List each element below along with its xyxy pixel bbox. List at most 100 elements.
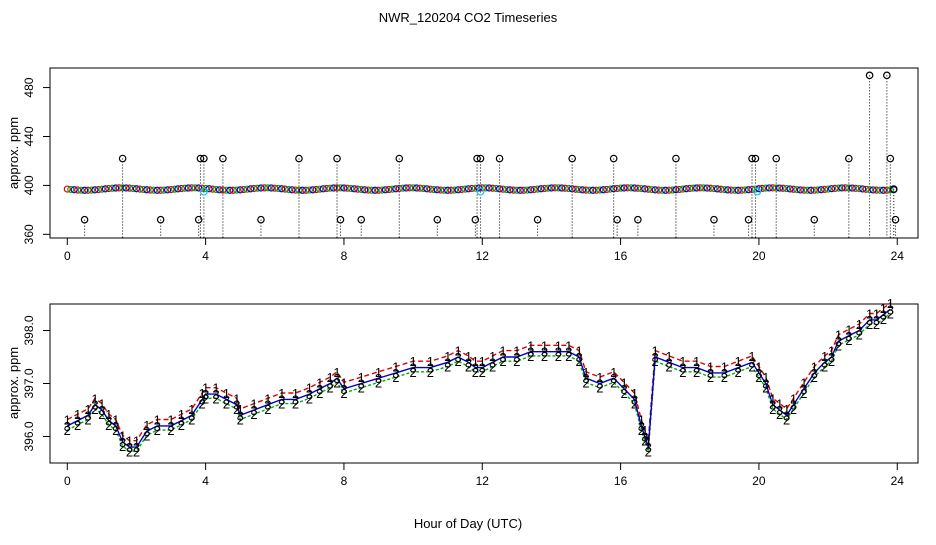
outlier-point: [883, 71, 891, 80]
series-1-marker: 1: [665, 349, 672, 364]
series-1-marker: 1: [223, 386, 230, 401]
baseline-point: [592, 186, 600, 194]
baseline-point: [295, 186, 303, 194]
baseline-point: [717, 185, 725, 193]
series-2-marker: 2: [126, 444, 133, 459]
baseline-point: [153, 186, 161, 194]
series-2-marker: 2: [188, 413, 195, 428]
series-3-marker: 3: [326, 377, 333, 392]
series-3-marker: 3: [250, 403, 257, 418]
series-3-marker: 3: [237, 408, 244, 423]
series-2-marker: 2: [143, 428, 150, 443]
series-2-marker: 2: [202, 391, 209, 406]
series-1-marker: 1: [582, 365, 589, 380]
series-1-marker: 1: [565, 338, 572, 353]
outlier-point: [672, 154, 680, 163]
baseline-point: [406, 184, 414, 192]
outlier-point: [476, 154, 485, 163]
series-3-marker: 3: [278, 392, 285, 407]
series-1-marker: 1: [84, 402, 91, 417]
series-2-marker: 2: [811, 370, 818, 385]
baseline-point: [101, 185, 109, 193]
series-1-marker: 1: [880, 301, 887, 316]
series-2-marker: 2: [167, 423, 174, 438]
outlier-point: [357, 215, 366, 224]
series-2-marker: 2: [454, 354, 461, 369]
series-2-marker: 2: [409, 365, 416, 380]
series-1-marker: 1: [783, 402, 790, 417]
baseline-point: [803, 186, 811, 194]
series-1-marker: 1: [119, 428, 126, 443]
series-1-marker: 1: [178, 407, 185, 422]
series-2-marker: 2: [755, 370, 762, 385]
series-1-marker: 1: [555, 338, 562, 353]
series-1-marker: 1: [105, 407, 112, 422]
baseline-point: [509, 186, 517, 194]
baseline-point: [125, 184, 134, 192]
series-2-marker: 2: [84, 413, 91, 428]
baseline-point: [260, 184, 269, 192]
baseline-point: [661, 186, 670, 194]
baseline-point: [720, 186, 728, 194]
baseline-point: [388, 185, 396, 193]
series-3-marker: 3: [582, 371, 589, 386]
baseline-point: [738, 186, 746, 194]
baseline-point: [852, 184, 860, 192]
baseline-point: [824, 185, 832, 193]
baseline-point: [160, 186, 168, 194]
baseline-point: [644, 185, 652, 193]
outlier-point: [533, 215, 542, 224]
outlier-point: [891, 215, 900, 224]
series-3-marker: 3: [465, 355, 472, 370]
bottom-xtick-label: 4: [202, 474, 209, 488]
outlier-point: [257, 215, 265, 224]
baseline-point: [267, 184, 275, 192]
baseline-point: [80, 186, 89, 194]
series-2-marker: 2: [790, 402, 797, 417]
baseline-point: [354, 185, 362, 193]
series-2-marker: 2: [679, 365, 686, 380]
series-3-marker: 3: [811, 366, 818, 381]
series-1-marker: 1: [250, 397, 257, 412]
baseline-point: [845, 184, 853, 192]
series-2-marker: 2: [631, 397, 638, 412]
outlier-point: [196, 154, 205, 163]
series-3-marker: 3: [98, 403, 105, 418]
series-3-marker: 3: [631, 392, 638, 407]
outlier-point: [744, 215, 753, 224]
series-2-marker: 2: [133, 444, 140, 459]
baseline-point: [326, 184, 334, 192]
series-3-marker: 3: [880, 308, 887, 323]
baseline-point: [437, 186, 445, 194]
baseline-point: [558, 184, 566, 192]
baseline-point: [665, 186, 673, 194]
series-1-marker: 1: [292, 386, 299, 401]
series-2-marker: 2: [98, 407, 105, 422]
baseline-point: [693, 184, 701, 192]
baseline-point: [119, 184, 127, 192]
baseline-point: [561, 184, 569, 192]
baseline-point: [831, 184, 839, 192]
baseline-point: [540, 184, 549, 193]
series-1-marker: 1: [513, 344, 520, 359]
baseline-point: [713, 185, 722, 193]
baseline-point: [582, 186, 590, 194]
baseline-point: [534, 185, 542, 193]
baseline-point: [285, 185, 293, 194]
calibration-point: [753, 187, 762, 196]
baseline-point: [727, 186, 735, 194]
series-1-marker: 1: [465, 349, 472, 364]
series-2-marker: 2: [316, 386, 323, 401]
bottom-panel-ylabel: approx. ppm: [6, 347, 21, 419]
series-2-marker: 2: [856, 328, 863, 343]
series-2-marker: 2: [762, 381, 769, 396]
series-3-marker: 3: [575, 350, 582, 365]
baseline-point: [655, 186, 663, 194]
series-1-marker: 1: [454, 344, 461, 359]
series-1-marker: 1: [340, 375, 347, 390]
series-3-marker: 3: [306, 387, 313, 402]
baseline-point: [392, 185, 400, 193]
outlier-point: [810, 215, 819, 224]
baseline-point: [464, 185, 473, 193]
